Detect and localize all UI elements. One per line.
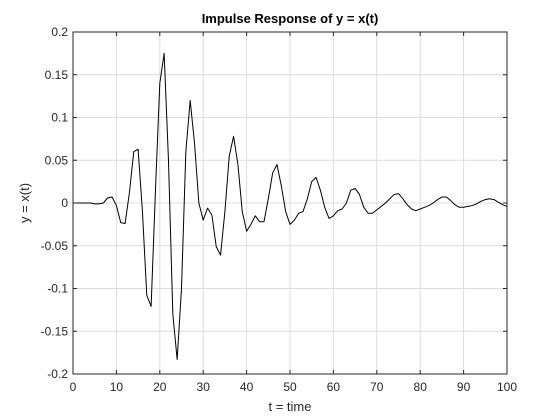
- y-axis-label: y = x(t): [17, 183, 32, 223]
- y-tick-label: 0.2: [51, 25, 68, 39]
- chart-title: Impulse Response of y = x(t): [202, 11, 379, 26]
- y-tick-label: -0.05: [41, 239, 69, 253]
- x-axis-label: t = time: [269, 399, 312, 414]
- series-line: [73, 52, 508, 360]
- y-tick-label: -0.1: [47, 282, 68, 296]
- x-tick-label: 60: [327, 380, 341, 394]
- x-tick-label: 50: [283, 380, 297, 394]
- x-tick-label: 0: [70, 380, 77, 394]
- line-layer: [73, 52, 508, 360]
- x-tick-label: 70: [370, 380, 384, 394]
- x-tick-label: 10: [110, 380, 124, 394]
- y-tick-label: 0.1: [51, 111, 68, 125]
- y-tick-label: 0: [61, 196, 68, 210]
- x-tick-label: 100: [497, 380, 517, 394]
- x-tick-label: 40: [240, 380, 254, 394]
- y-tick-label: 0.05: [45, 153, 69, 167]
- y-tick-label: 0.15: [45, 68, 69, 82]
- x-tick-label: 20: [153, 380, 167, 394]
- ticks: 0 10 20 30 40 50 60 70 80 90 100 -0.2 -0.15 -0.1 -0.05…: [41, 25, 518, 394]
- y-tick-label: -0.15: [41, 324, 69, 338]
- x-tick-label: 80: [414, 380, 428, 394]
- x-tick-label: 30: [197, 380, 211, 394]
- x-tick-label: 90: [457, 380, 471, 394]
- y-tick-label: -0.2: [47, 367, 68, 381]
